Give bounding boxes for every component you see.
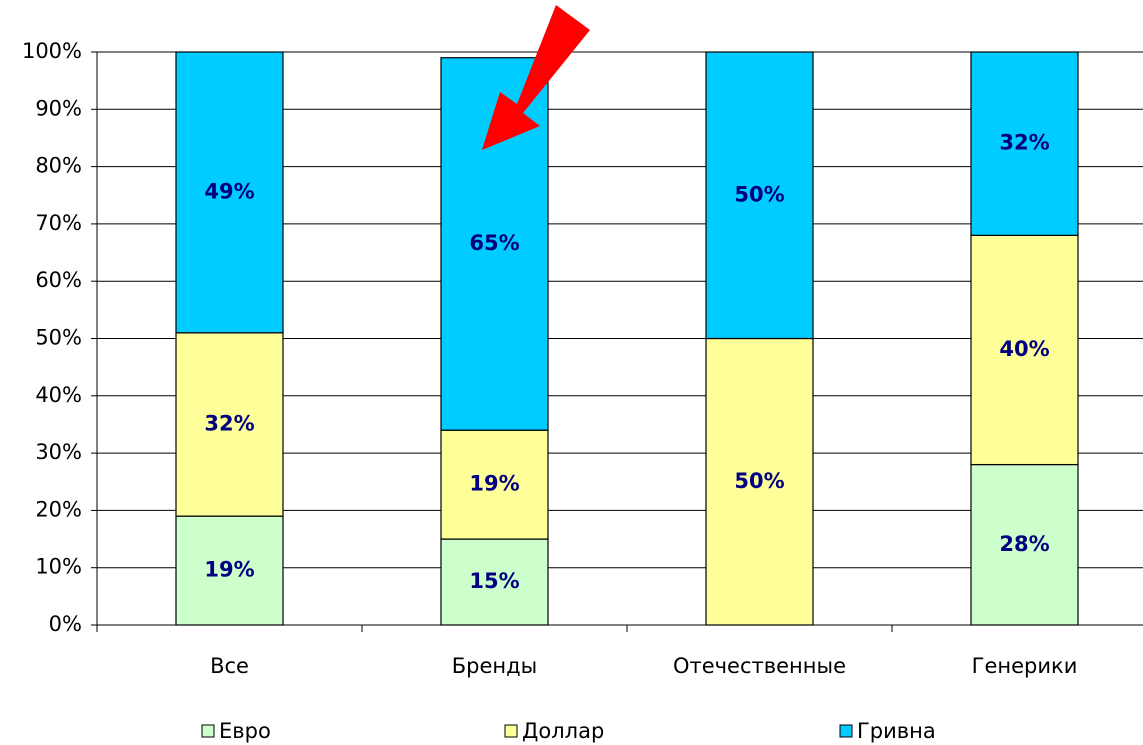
legend-swatch — [839, 724, 853, 738]
value-label: 19% — [204, 558, 254, 582]
value-label: 65% — [469, 231, 519, 255]
bar-segment — [440, 538, 549, 626]
y-tick-label: 0% — [49, 612, 82, 636]
y-tick-label: 40% — [35, 383, 82, 407]
legend-label: Гривна — [857, 719, 936, 743]
x-tick-label: Бренды — [452, 654, 538, 678]
legend-swatch — [504, 724, 518, 738]
value-label: 50% — [734, 182, 784, 206]
pointer-arrow — [482, 5, 590, 150]
bar-segment — [175, 332, 284, 517]
y-tick-label: 90% — [35, 96, 82, 120]
value-label: 15% — [469, 569, 519, 593]
x-tick-label: Отечественные — [673, 654, 846, 678]
legend-swatch — [201, 724, 215, 738]
value-label: 49% — [204, 179, 254, 203]
y-tick-label: 100% — [22, 39, 82, 63]
bar-segment — [970, 234, 1079, 466]
value-label: 28% — [999, 532, 1049, 556]
y-tick-label: 30% — [35, 440, 82, 464]
y-tick-label: 20% — [35, 497, 82, 521]
legend-label: Доллар — [522, 719, 604, 743]
bar-segment — [970, 463, 1079, 626]
bar-segment — [440, 429, 549, 540]
bar-segment — [175, 51, 284, 334]
bar-segment — [705, 337, 814, 626]
y-tick-label: 60% — [35, 268, 82, 292]
bar-segment — [175, 515, 284, 626]
bar-segment — [705, 51, 814, 340]
value-label: 32% — [204, 411, 254, 435]
value-label: 32% — [999, 131, 1049, 155]
y-tick-label: 80% — [35, 154, 82, 178]
x-tick-label: Все — [210, 654, 249, 678]
x-tick-label: Генерики — [972, 654, 1078, 678]
y-tick-label: 50% — [35, 326, 82, 350]
value-label: 19% — [469, 472, 519, 496]
value-label: 40% — [999, 337, 1049, 361]
value-label: 50% — [734, 469, 784, 493]
legend-label: Евро — [219, 719, 271, 743]
bar-segment — [970, 51, 1079, 236]
y-tick-label: 10% — [35, 555, 82, 579]
y-tick-label: 70% — [35, 211, 82, 235]
